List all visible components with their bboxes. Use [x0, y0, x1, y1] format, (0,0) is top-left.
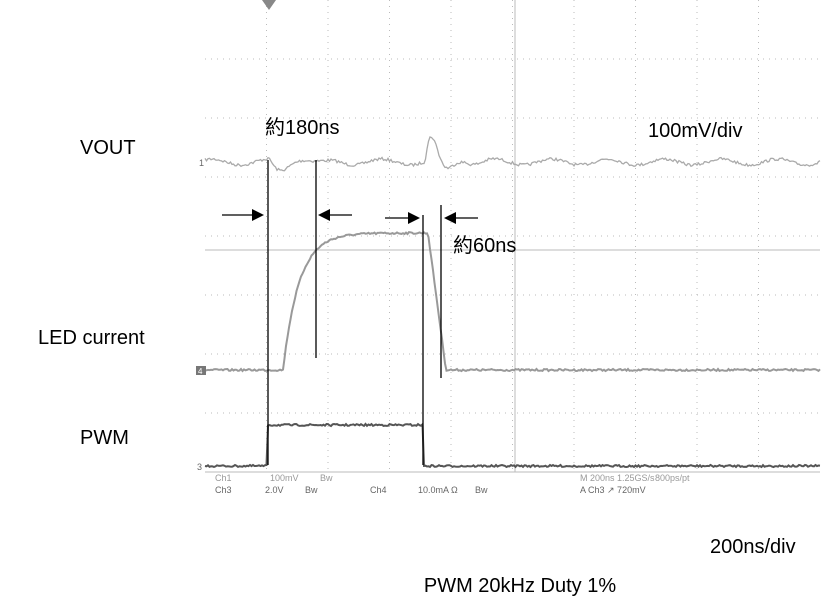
- pwm-label: PWM: [80, 427, 129, 449]
- caption: PWM 20kHz Duty 1%: [424, 575, 616, 597]
- fall-annotation: 約60ns: [453, 234, 516, 257]
- ch1-marker: 1: [199, 158, 204, 168]
- status: M 200ns 1.25GS/s: [580, 473, 655, 483]
- vscale-annotation: 100mV/div: [648, 120, 743, 142]
- arrow-head: [252, 209, 264, 221]
- ch4-marker: 4: [198, 367, 203, 376]
- status: 2.0V: [265, 485, 284, 495]
- trigger-marker: [262, 0, 276, 10]
- rise-annotation: 約180ns: [265, 116, 340, 139]
- status: Bw: [305, 485, 318, 495]
- status: A Ch3 ↗ 720mV: [580, 485, 646, 495]
- pwm-trace: [204, 422, 821, 469]
- vout-label: VOUT: [80, 137, 136, 159]
- arrow-head: [408, 212, 420, 224]
- hscale-annotation: 200ns/div: [710, 536, 796, 558]
- status: Ch1: [215, 473, 232, 483]
- scope-grid: [205, 0, 820, 472]
- vout-trace: [204, 136, 821, 172]
- arrow-head: [318, 209, 330, 221]
- arrow-head: [444, 212, 456, 224]
- ch4-marker-box: [196, 366, 206, 375]
- status: Bw: [320, 473, 333, 483]
- ch3-marker: 3: [197, 462, 202, 472]
- status: Bw: [475, 485, 488, 495]
- status: 100mV: [270, 473, 299, 483]
- status: 800ps/pt: [655, 473, 690, 483]
- arrow-heads: [252, 209, 456, 224]
- led-label: LED current: [38, 327, 145, 349]
- status: 10.0mA Ω: [418, 485, 458, 495]
- led-trace: [204, 231, 821, 373]
- cursor-lines: [222, 160, 478, 465]
- status: Ch4: [370, 485, 387, 495]
- status: Ch3: [215, 485, 232, 495]
